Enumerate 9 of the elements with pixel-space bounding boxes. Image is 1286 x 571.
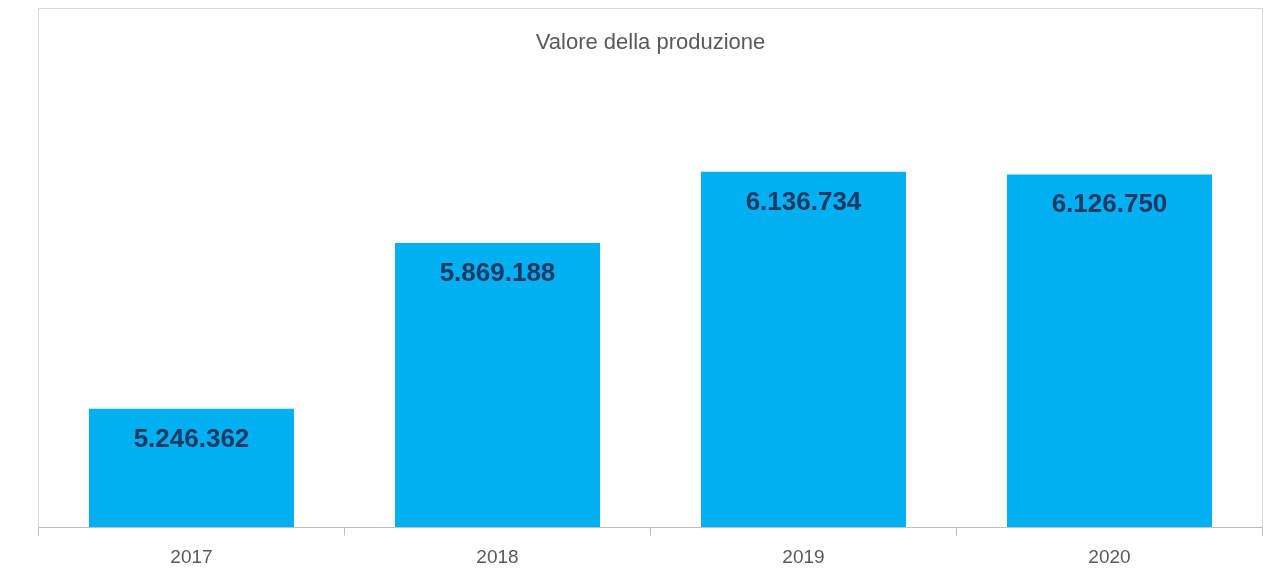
x-tick-label: 2019 [782,545,825,567]
x-tick-label: 2017 [170,545,213,567]
x-tick-label: 2020 [1088,545,1131,567]
data-label: 6.126.750 [1051,188,1168,219]
text: Valore della produzione [535,28,766,54]
x-tick-label: 2018 [476,545,519,567]
data-label: 5.246.362 [133,422,250,453]
data-label: 5.869.188 [439,256,556,287]
data-label: 6.136.734 [745,185,862,216]
